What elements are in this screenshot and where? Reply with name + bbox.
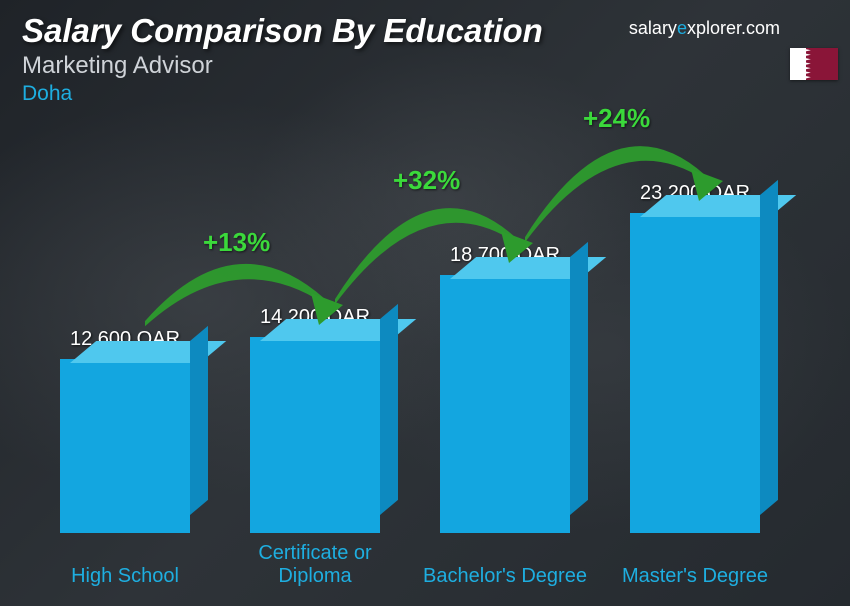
increase-pct-label: +13%: [203, 227, 270, 258]
chart-subtitle: Marketing Advisor: [22, 52, 828, 80]
flag-icon: [790, 48, 838, 80]
logo-mid: e: [677, 18, 687, 38]
bar-right-face: [380, 304, 398, 515]
bar: [60, 359, 190, 533]
bar-category-label: Certificate or Diploma: [230, 542, 400, 588]
chart-area: 12,600 QARHigh School14,200 QARCertifica…: [40, 108, 800, 588]
logo-suffix: xplorer.com: [687, 18, 780, 38]
bar-category-label: Master's Degree: [610, 565, 780, 588]
bar-category-label: High School: [40, 565, 210, 588]
logo-prefix: salary: [629, 18, 677, 38]
bar-right-face: [570, 242, 588, 515]
increase-pct-label: +24%: [583, 103, 650, 134]
site-logo: salaryexplorer.com: [629, 18, 780, 39]
bar-group: 12,600 QAR: [60, 328, 190, 533]
chart-location: Doha: [22, 82, 828, 106]
bar-category-label: Bachelor's Degree: [420, 565, 590, 588]
bar-right-face: [760, 180, 778, 515]
bar: [250, 337, 380, 533]
increase-pct-label: +32%: [393, 165, 460, 196]
flag-maroon-band: [806, 48, 838, 80]
